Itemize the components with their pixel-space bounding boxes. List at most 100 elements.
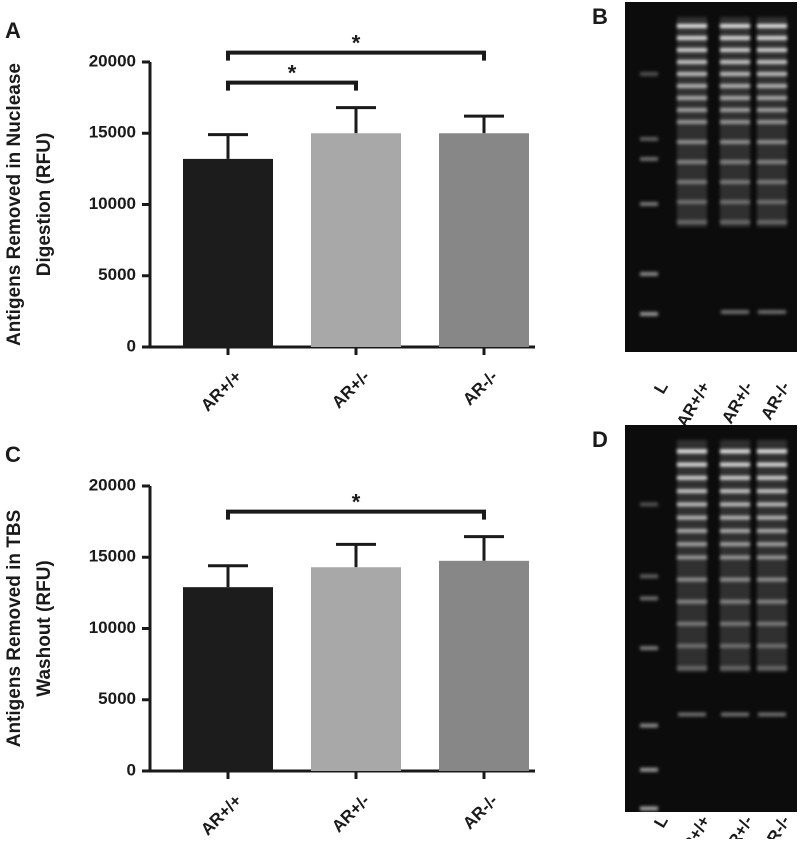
gel-band <box>720 528 750 533</box>
gel-band <box>757 72 787 76</box>
gel-band <box>677 489 707 494</box>
gel-band <box>677 542 707 547</box>
gel-band <box>677 36 707 40</box>
gel-band <box>640 502 658 507</box>
y-tick-label: 20000 <box>89 51 136 70</box>
x-tick-label: AR-/- <box>459 791 501 833</box>
gel-band <box>757 462 787 467</box>
gel-band <box>640 723 658 728</box>
gel-band <box>677 666 707 671</box>
gel-band <box>677 475 707 480</box>
gel-band <box>757 502 787 507</box>
panel-letter: D <box>592 427 608 452</box>
y-axis-label: Digestion (RFU) <box>34 133 55 277</box>
gel-band <box>640 806 658 811</box>
gel-band <box>677 515 707 520</box>
gel-band <box>677 72 707 76</box>
x-tick-label: AR-/- <box>459 367 501 409</box>
gel-band <box>720 140 750 144</box>
gel-band <box>757 96 787 100</box>
gel-band <box>677 140 707 144</box>
gel-band <box>640 596 658 601</box>
gel-band <box>757 542 787 547</box>
gel-band <box>720 180 750 184</box>
lane-label: AR+/- <box>718 813 757 840</box>
gel-band <box>677 528 707 533</box>
gel-band <box>720 643 750 648</box>
gel-band <box>677 449 707 454</box>
gel-band <box>720 36 750 40</box>
gel-band <box>677 220 707 224</box>
gel-band <box>757 24 787 28</box>
panel-letter: A <box>5 18 21 43</box>
gel-band <box>720 515 750 520</box>
gel-band <box>720 48 750 52</box>
gel-band <box>757 475 787 480</box>
gel-band <box>720 449 750 454</box>
significance-bracket <box>226 80 358 91</box>
gel-band <box>757 160 787 164</box>
y-axis-label: Washout (RFU) <box>34 560 55 697</box>
lane-label: AR+/- <box>718 379 757 427</box>
gel-band <box>677 96 707 100</box>
gel-band <box>721 310 749 314</box>
gel-band <box>677 502 707 507</box>
gel-band <box>640 272 658 276</box>
gel-band <box>677 621 707 626</box>
gel-band <box>720 542 750 547</box>
y-tick-label: 0 <box>127 760 136 779</box>
gel-band <box>678 712 706 717</box>
lane-label: AR-/- <box>757 813 794 840</box>
bar <box>311 133 401 347</box>
gel-band <box>720 120 750 124</box>
gel-band <box>677 160 707 164</box>
y-tick-label: 0 <box>127 336 136 355</box>
gel-band <box>677 60 707 64</box>
gel-band <box>720 621 750 626</box>
gel-band <box>677 462 707 467</box>
gel-band <box>757 528 787 533</box>
lane-label: AR+/+ <box>673 812 714 839</box>
gel-band <box>757 489 787 494</box>
gel-band <box>720 577 750 582</box>
gel-band <box>757 621 787 626</box>
y-tick-label: 5000 <box>98 689 136 708</box>
y-tick-label: 15000 <box>89 547 136 566</box>
y-tick-label: 20000 <box>89 475 136 494</box>
gel-band <box>677 180 707 184</box>
bar <box>439 133 529 347</box>
gel-band <box>720 666 750 671</box>
panel-letter: B <box>592 4 608 29</box>
gel-band <box>640 767 658 772</box>
gel-band <box>720 108 750 112</box>
gel-band <box>677 200 707 204</box>
gel-band <box>720 599 750 604</box>
gel-band <box>720 489 750 494</box>
gel-band <box>677 120 707 124</box>
gel-band <box>757 120 787 124</box>
x-tick-label: AR+/+ <box>197 367 245 415</box>
y-tick-label: 15000 <box>89 123 136 142</box>
gel-band <box>757 60 787 64</box>
gel-band <box>757 36 787 40</box>
gel-band <box>720 220 750 224</box>
significance-bracket <box>226 50 486 61</box>
gel-band <box>757 666 787 671</box>
gel-band <box>640 574 658 579</box>
gel-band <box>720 96 750 100</box>
gel-band <box>640 157 658 161</box>
gel-band <box>640 646 658 651</box>
lane-label: AR-/- <box>757 379 794 424</box>
gel-band <box>677 643 707 648</box>
bar <box>183 587 273 771</box>
gel-band <box>758 310 786 314</box>
gel-band <box>677 24 707 28</box>
gel-band <box>677 108 707 112</box>
significance-bracket <box>226 509 486 520</box>
gel-band <box>757 515 787 520</box>
gel-band <box>758 712 786 717</box>
x-tick-label: AR+/- <box>328 791 373 836</box>
bar <box>311 567 401 771</box>
y-axis-label: Antigens Removed in Nuclease <box>4 63 25 346</box>
